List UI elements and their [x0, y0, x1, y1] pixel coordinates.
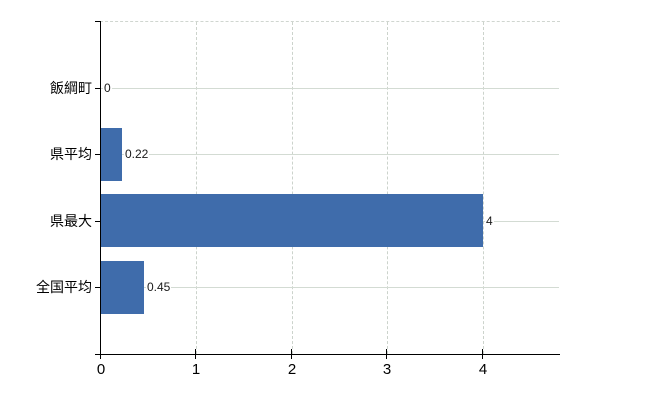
- plot-top-border: [100, 21, 560, 22]
- category-label: 飯綱町: [50, 80, 92, 96]
- vertical-gridline: [292, 22, 293, 354]
- y-axis-tick: [95, 221, 100, 222]
- y-axis-tick: [95, 88, 100, 89]
- vertical-gridline: [196, 22, 197, 354]
- x-axis-tick: [291, 349, 292, 359]
- bar-県最大: [101, 194, 483, 247]
- y-axis-line: [100, 21, 101, 354]
- bar-全国平均: [101, 261, 144, 314]
- horizontal-gridline: [101, 287, 559, 288]
- bar-県平均: [101, 128, 122, 181]
- category-label: 県平均: [50, 146, 92, 162]
- y-axis-tick: [95, 21, 100, 22]
- horizontal-gridline: [101, 154, 559, 155]
- category-label: 県最大: [50, 213, 92, 229]
- value-label: 0.22: [124, 147, 150, 161]
- x-axis-tick: [386, 349, 387, 359]
- x-tick-label: 1: [191, 361, 201, 378]
- x-axis-tick: [482, 349, 483, 359]
- x-tick-label: 3: [382, 361, 392, 378]
- value-label: 0.45: [146, 280, 172, 294]
- vertical-gridline: [483, 22, 484, 354]
- x-tick-label: 4: [478, 361, 488, 378]
- y-axis-tick: [95, 287, 100, 288]
- x-axis-tick: [100, 349, 101, 359]
- y-axis-tick: [95, 154, 100, 155]
- x-axis-tick: [195, 349, 196, 359]
- x-tick-label: 2: [287, 361, 297, 378]
- vertical-gridline: [387, 22, 388, 354]
- category-label: 全国平均: [36, 279, 92, 295]
- x-axis-line: [95, 354, 560, 355]
- value-label: 0: [103, 81, 112, 95]
- horizontal-gridline: [101, 88, 559, 89]
- value-label: 4: [485, 214, 494, 228]
- x-tick-label: 0: [96, 361, 106, 378]
